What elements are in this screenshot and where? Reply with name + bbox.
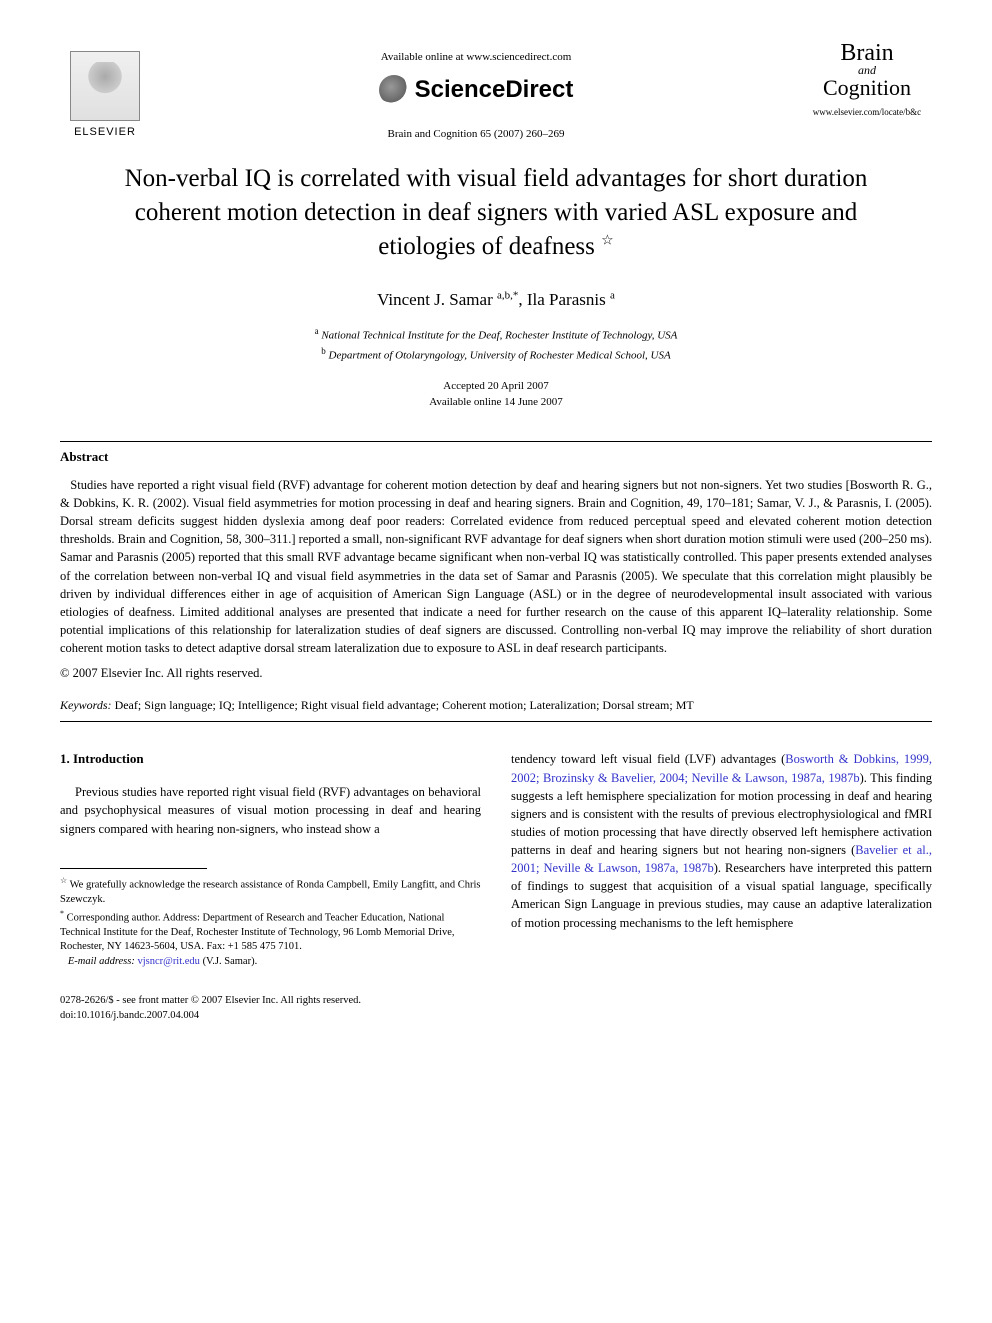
author-2-affil: a xyxy=(610,289,615,301)
right-column: tendency toward left visual field (LVF) … xyxy=(511,750,932,969)
affiliations: a National Technical Institute for the D… xyxy=(60,325,932,363)
left-column-footnotes: ☆ We gratefully acknowledge the research… xyxy=(60,868,481,970)
page-header: ELSEVIER Available online at www.science… xyxy=(60,40,932,142)
title-footnote-star: ☆ xyxy=(601,234,614,249)
journal-title-logo: Brain and Cognition xyxy=(802,40,932,100)
footnote-corr-text: Corresponding author. Address: Departmen… xyxy=(60,912,455,952)
email-suffix: (V.J. Samar). xyxy=(203,956,258,967)
journal-cognition: Cognition xyxy=(823,75,911,100)
page-footer: 0278-2626/$ - see front matter © 2007 El… xyxy=(60,994,932,1023)
footnote-corr: * Corresponding author. Address: Departm… xyxy=(60,908,481,956)
elsevier-tree-icon xyxy=(70,51,140,121)
abstract-heading: Abstract xyxy=(60,448,932,466)
email-label: E-mail address: xyxy=(68,956,135,967)
intro-heading: 1. Introduction xyxy=(60,750,481,769)
footnote-rule xyxy=(60,868,207,869)
keywords-label: Keywords: xyxy=(60,698,112,712)
sciencedirect-swirl-icon xyxy=(379,75,409,105)
available-online-text: Available online at www.sciencedirect.co… xyxy=(150,50,802,65)
affiliation-a: a National Technical Institute for the D… xyxy=(60,325,932,344)
abstract-top-rule xyxy=(60,441,932,442)
left-column: 1. Introduction Previous studies have re… xyxy=(60,750,481,969)
abstract-bottom-rule xyxy=(60,721,932,722)
abstract-copyright: © 2007 Elsevier Inc. All rights reserved… xyxy=(60,665,932,683)
author-2-name: , Ila Parasnis xyxy=(518,290,610,309)
email-address[interactable]: vjsncr@rit.edu xyxy=(137,956,199,967)
author-1-affil: a,b,* xyxy=(497,289,518,301)
citation-line: Brain and Cognition 65 (2007) 260–269 xyxy=(150,127,802,142)
footer-line-1: 0278-2626/$ - see front matter © 2007 El… xyxy=(60,994,932,1009)
intro-right-para: tendency toward left visual field (LVF) … xyxy=(511,750,932,931)
body-columns: 1. Introduction Previous studies have re… xyxy=(60,750,932,969)
abstract-body: Studies have reported a right visual fie… xyxy=(60,476,932,657)
abstract-text: Studies have reported a right visual fie… xyxy=(60,478,932,655)
online-date: Available online 14 June 2007 xyxy=(60,394,932,411)
footnote-email: E-mail address: vjsncr@rit.edu (V.J. Sam… xyxy=(60,955,481,970)
article-dates: Accepted 20 April 2007 Available online … xyxy=(60,378,932,411)
title-text: Non-verbal IQ is correlated with visual … xyxy=(125,165,868,260)
sciencedirect-logo: ScienceDirect xyxy=(379,73,574,107)
affiliation-b: b Department of Otolaryngology, Universi… xyxy=(60,345,932,364)
authors-line: Vincent J. Samar a,b,*, Ila Parasnis a xyxy=(60,288,932,312)
sciencedirect-text: ScienceDirect xyxy=(415,73,574,107)
accepted-date: Accepted 20 April 2007 xyxy=(60,378,932,395)
elsevier-logo: ELSEVIER xyxy=(60,40,150,140)
keywords-list: Deaf; Sign language; IQ; Intelligence; R… xyxy=(115,698,694,712)
affiliation-b-text: Department of Otolaryngology, University… xyxy=(329,349,671,361)
journal-url: www.elsevier.com/locate/b&c xyxy=(802,106,932,119)
footnote-ack: ☆ We gratefully acknowledge the research… xyxy=(60,875,481,908)
article-title: Non-verbal IQ is correlated with visual … xyxy=(100,162,892,263)
author-1-name: Vincent J. Samar xyxy=(377,290,497,309)
journal-brain: Brain xyxy=(840,40,893,66)
affiliation-a-text: National Technical Institute for the Dea… xyxy=(321,330,677,342)
keywords: Keywords: Deaf; Sign language; IQ; Intel… xyxy=(60,697,932,714)
center-header: Available online at www.sciencedirect.co… xyxy=(150,40,802,142)
footer-line-2: doi:10.1016/j.bandc.2007.04.004 xyxy=(60,1009,932,1024)
journal-logo: Brain and Cognition www.elsevier.com/loc… xyxy=(802,40,932,118)
intro-left-para: Previous studies have reported right vis… xyxy=(60,783,481,837)
right-para-prefix: tendency toward left visual field (LVF) … xyxy=(511,752,785,766)
footnote-ack-text: We gratefully acknowledge the research a… xyxy=(60,879,480,905)
elsevier-label: ELSEVIER xyxy=(74,125,136,140)
